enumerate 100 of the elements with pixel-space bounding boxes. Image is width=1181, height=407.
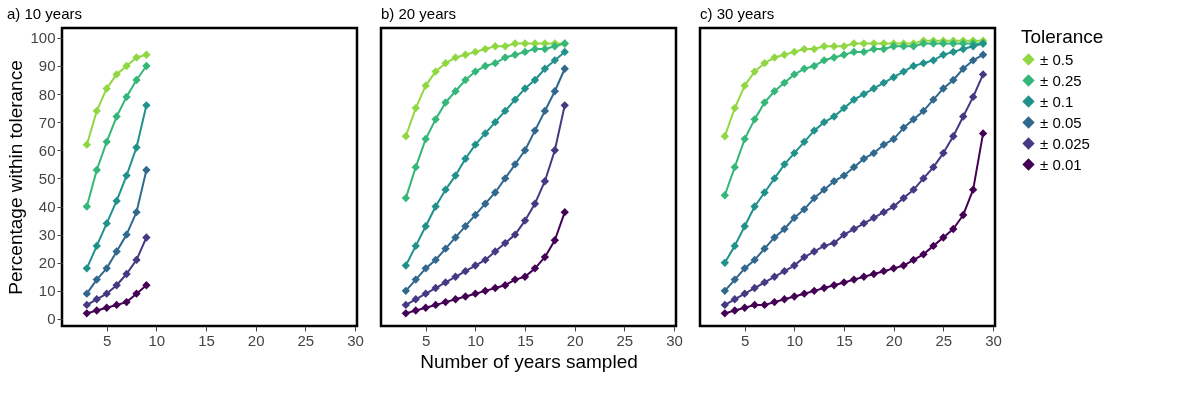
x-tick-label: 10: [786, 331, 804, 349]
x-tick-label: 10: [467, 331, 485, 349]
x-tick-label: 10: [148, 331, 166, 349]
point: [481, 61, 490, 71]
point: [740, 289, 749, 298]
point: [959, 64, 968, 73]
point: [132, 255, 141, 265]
point: [122, 230, 131, 239]
point: [780, 267, 789, 276]
point: [112, 300, 121, 310]
point: [421, 289, 430, 298]
point: [401, 300, 411, 310]
point: [750, 67, 759, 76]
point: [530, 199, 540, 208]
point: [540, 44, 550, 54]
point: [720, 300, 730, 310]
point: [421, 81, 430, 90]
point: [780, 295, 789, 304]
legend-label: ± 0.1: [1040, 92, 1074, 110]
point: [800, 137, 809, 147]
point: [411, 306, 420, 315]
point: [819, 283, 829, 293]
point: [530, 75, 540, 85]
y-tick-label: 30: [38, 226, 56, 244]
point: [540, 252, 550, 262]
point: [560, 207, 569, 217]
point: [411, 241, 420, 251]
point: [461, 267, 470, 276]
point: [132, 143, 141, 152]
point: [750, 115, 759, 124]
point: [441, 278, 450, 287]
point: [879, 207, 888, 217]
point: [899, 261, 908, 270]
point: [800, 205, 809, 214]
point: [441, 244, 450, 253]
point: [780, 160, 789, 169]
point: [491, 118, 500, 127]
point: [978, 129, 988, 138]
point: [790, 70, 799, 79]
point: [530, 264, 540, 273]
point: [959, 210, 968, 220]
x-tick-label: 25: [616, 331, 634, 349]
point: [142, 233, 151, 242]
point: [839, 103, 849, 113]
point: [740, 81, 749, 90]
point: [730, 295, 739, 304]
point: [770, 87, 779, 96]
point: [510, 39, 520, 48]
point: [829, 53, 839, 62]
point: [770, 233, 779, 242]
y-tick-label: 70: [38, 113, 56, 131]
point: [500, 42, 510, 51]
point: [819, 185, 829, 194]
point: [849, 275, 859, 284]
point: [481, 129, 490, 138]
point: [461, 75, 470, 85]
point: [142, 101, 151, 110]
point: [949, 47, 958, 57]
legend-title: Tolerance: [1021, 26, 1104, 47]
point: [401, 286, 411, 296]
point: [730, 162, 739, 172]
point: [102, 137, 111, 147]
y-tick-label: 60: [38, 141, 56, 159]
point: [421, 134, 430, 144]
point: [879, 78, 888, 87]
point: [481, 44, 490, 54]
point: [839, 42, 849, 51]
point: [122, 171, 131, 180]
point: [810, 44, 819, 54]
point: [750, 255, 759, 265]
x-tick-label: 15: [836, 331, 853, 349]
chart-title: c) 30 years: [700, 5, 775, 22]
point: [869, 44, 878, 54]
y-tick-label: 100: [30, 29, 56, 47]
x-tick-label: 5: [422, 331, 431, 349]
point: [720, 286, 730, 296]
point: [740, 264, 749, 273]
point: [770, 53, 779, 62]
point: [959, 112, 968, 121]
point: [441, 98, 450, 107]
point: [142, 281, 151, 290]
legend-label: ± 0.5: [1040, 50, 1074, 68]
point: [401, 261, 411, 270]
point: [491, 42, 500, 51]
point: [92, 295, 101, 304]
point: [520, 47, 530, 57]
point: [800, 289, 809, 298]
point: [800, 64, 809, 73]
point: [540, 177, 550, 186]
point: [810, 247, 819, 256]
point: [939, 148, 948, 158]
point: [760, 244, 769, 253]
point: [451, 53, 460, 62]
point: [102, 219, 111, 228]
point: [550, 236, 559, 245]
point: [92, 275, 101, 284]
point: [471, 289, 480, 298]
point: [819, 56, 829, 65]
point: [520, 216, 530, 225]
point: [520, 272, 530, 281]
